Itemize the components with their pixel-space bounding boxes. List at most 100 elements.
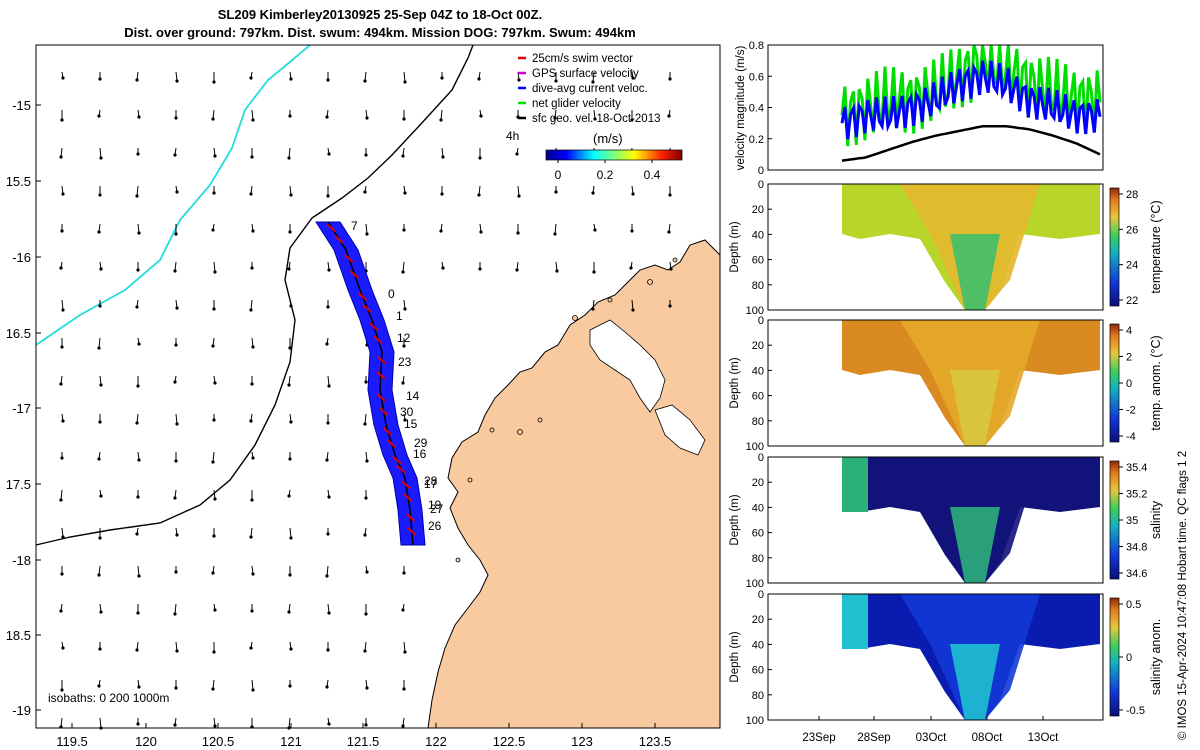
current-vector-head: [99, 267, 103, 271]
swim-vector: [362, 304, 372, 313]
current-vector-head: [288, 230, 292, 234]
current-vector-head: [212, 418, 216, 422]
section-data-deep: [950, 507, 1000, 583]
swim-vector: [396, 465, 406, 474]
current-vector-head: [175, 190, 179, 194]
current-vector-head: [135, 648, 139, 652]
current-vector-head: [287, 383, 291, 387]
current-vector-head: [98, 420, 102, 424]
current-vector-head: [478, 156, 482, 160]
current-vector-head: [213, 381, 217, 385]
current-vector-head: [212, 191, 216, 195]
swim-vector: [405, 513, 416, 522]
current-vector-head: [517, 78, 521, 82]
swim-vector: [401, 480, 411, 490]
current-vector-head: [135, 194, 139, 198]
current-vector-head: [325, 574, 329, 578]
current-vector-head: [287, 156, 291, 160]
current-vector-head: [402, 344, 406, 348]
section-colorbar: [1109, 187, 1120, 307]
current-vector-head: [249, 535, 253, 539]
current-vector-head: [289, 647, 293, 651]
current-vector-head: [137, 231, 141, 235]
current-vector-head: [401, 381, 405, 385]
current-vector: [403, 641, 406, 653]
current-vector-head: [211, 460, 215, 464]
section-colorbar-label: temperature (°C): [1149, 200, 1163, 293]
timeseries-y-tick-label: 0.2: [749, 134, 764, 146]
current-vector: [60, 489, 63, 501]
current-vector-head: [288, 114, 292, 118]
current-vector: [213, 261, 216, 273]
colorbar-tick-label: 22: [1126, 295, 1138, 307]
swim-vector: [378, 407, 389, 416]
swim-vector: [344, 254, 354, 263]
dive-avg-current-band: [315, 221, 426, 546]
section-colorbar-label: salinity: [1149, 500, 1163, 539]
section-colorbar: [1109, 597, 1120, 717]
current-vector-head: [249, 646, 253, 650]
inlet-2: [654, 404, 706, 456]
depth-tick-label: 80: [752, 416, 764, 428]
isobath-1000m: [35, 44, 311, 346]
colorbar-title: (m/s): [593, 131, 623, 146]
current-vector-head: [59, 498, 63, 502]
current-vector-head: [98, 304, 102, 308]
current-vector-head: [288, 457, 292, 461]
current-vector-head: [137, 115, 141, 119]
track-day-label: 17: [424, 477, 438, 491]
current-vector-head: [173, 612, 177, 616]
current-vector-head: [97, 684, 101, 688]
section-data-deep: [950, 370, 1000, 446]
timeseries-line: [840, 60, 1102, 140]
depth-tick-label: 20: [752, 614, 764, 626]
current-vector-head: [555, 269, 559, 273]
current-vector-head: [325, 458, 329, 462]
map-x-tick-label: 119.5: [56, 734, 88, 749]
track-day-label: 0: [388, 287, 395, 301]
current-vector-head: [553, 116, 557, 120]
current-vector-head: [174, 459, 178, 463]
current-vector-head: [136, 611, 140, 615]
time-tick-label: 13Oct: [1028, 732, 1059, 744]
glider-track: [315, 221, 426, 546]
swim-vector: [386, 439, 397, 448]
current-vector-head: [287, 494, 291, 498]
section-colorbar-label: temp. anom. (°C): [1149, 335, 1163, 430]
track-day-label: 16: [413, 447, 427, 461]
current-vector-head: [326, 421, 330, 425]
map-y-tick-label: -16: [12, 250, 31, 265]
track-day-label: 19: [428, 498, 442, 512]
current-vector: [554, 223, 557, 235]
swim-vector: [373, 335, 383, 344]
current-vector-head: [175, 533, 179, 537]
current-vector-head: [440, 76, 444, 80]
current-vector: [98, 337, 101, 349]
time-tick-label: 23Sep: [802, 732, 835, 744]
current-vector-head: [363, 533, 367, 537]
current-vector: [365, 223, 368, 235]
current-vector-head: [250, 266, 254, 270]
colorbar-tick-label: 0.2: [597, 168, 614, 182]
section-colorbar: [1109, 323, 1120, 443]
current-vector-head: [402, 571, 406, 575]
depth-tick-label: 100: [746, 578, 764, 590]
section-data-early: [842, 457, 868, 512]
swim-vector: [403, 493, 413, 502]
current-vector: [212, 451, 215, 463]
current-vector-head: [250, 609, 254, 613]
current-vector-head: [213, 608, 217, 612]
current-vector-head: [326, 78, 330, 82]
current-vector-head: [135, 532, 139, 536]
depth-tick-label: 60: [752, 255, 764, 267]
current-vector-head: [477, 193, 481, 197]
legend-label: GPS surface velocity: [532, 68, 639, 80]
current-vector-head: [289, 420, 293, 424]
current-vector-head: [97, 346, 101, 350]
speed-colorbar: [545, 149, 683, 161]
current-vector-head: [288, 684, 292, 688]
current-vector-head: [363, 649, 367, 653]
current-vector-head: [60, 688, 64, 692]
current-vector-head: [61, 308, 65, 312]
